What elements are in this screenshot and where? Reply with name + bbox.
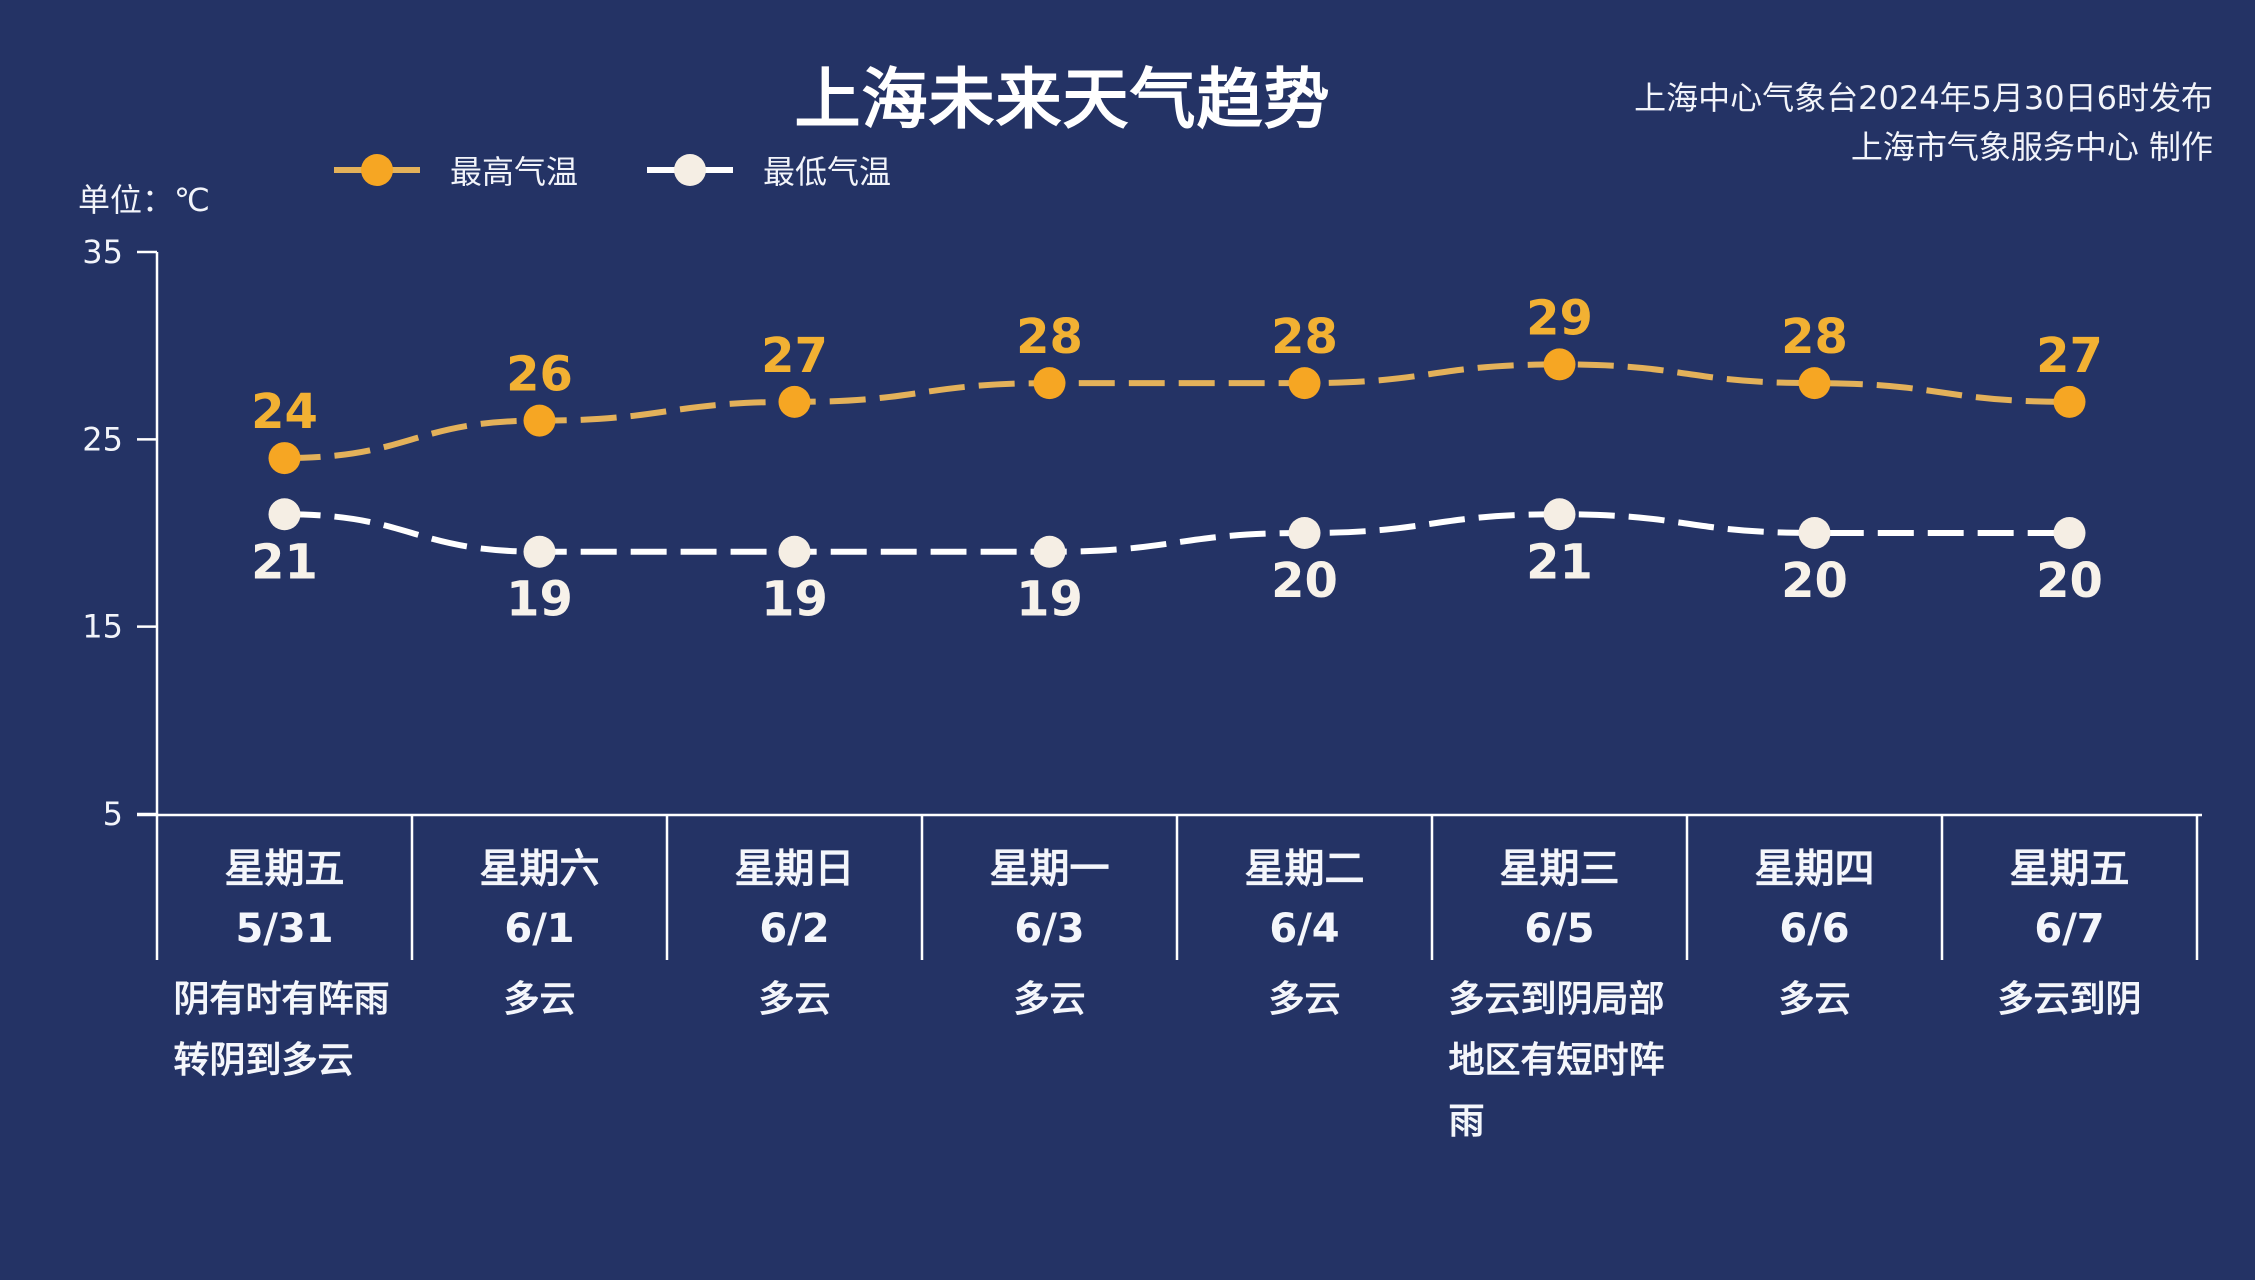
line-marker-icon <box>647 150 733 190</box>
high-temp-line <box>284 361 2070 462</box>
high-temp-marker <box>2053 385 2086 418</box>
chart-series <box>268 348 2086 568</box>
weather-description: 多云 <box>503 979 576 1020</box>
high-temp-marker <box>1798 367 1831 400</box>
high-temp-label: 27 <box>761 328 828 384</box>
source-line-producer: 上海市气象服务中心 制作 <box>1850 128 2213 166</box>
legend-item-low: 最低气温 <box>647 150 892 191</box>
high-temp-marker <box>1543 348 1576 381</box>
forecast-day-column: 星期四 6/6 多云 <box>1687 815 1942 1030</box>
data-labels: 24 26 27 28 28 29 28 27 21 19 19 19 20 21 20 20 <box>251 290 2103 627</box>
weather-description: 多云到阴 <box>1997 979 2142 1020</box>
date-label: 6/6 <box>1779 906 1850 952</box>
low-temp-line <box>284 511 2070 555</box>
weather-description: 多云 <box>758 979 831 1020</box>
y-tick-label: 25 <box>82 420 123 458</box>
weekday-label: 星期一 <box>989 846 1110 892</box>
high-temp-label: 27 <box>2036 328 2103 384</box>
high-temp-marker <box>523 404 556 437</box>
forecast-day-column: 星期二 6/4 多云 <box>1177 815 1432 1030</box>
weekday-label: 星期六 <box>479 846 600 892</box>
weekday-label: 星期五 <box>2009 846 2130 892</box>
low-temp-label: 20 <box>1781 553 1848 609</box>
high-temp-marker <box>268 442 301 475</box>
unit-label: 单位：℃ <box>78 181 210 219</box>
y-tick-label: 5 <box>103 795 123 833</box>
date-label: 6/7 <box>2034 906 2105 952</box>
high-temp-label: 28 <box>1781 309 1848 365</box>
high-temp-label: 28 <box>1016 309 1083 365</box>
high-temp-marker <box>778 385 811 418</box>
weekday-label: 星期四 <box>1754 846 1875 892</box>
forecast-day-column: 星期六 6/1 多云 <box>412 815 667 1030</box>
low-temp-label: 19 <box>1016 572 1083 628</box>
forecast-day-column: 星期日 6/2 多云 <box>667 815 922 1030</box>
forecast-day-column: 星期五 6/7 多云到阴 <box>1942 815 2197 1030</box>
forecast-day-column: 星期五 5/31 阴有时有阵雨转阴到多云 <box>157 815 412 1091</box>
date-label: 5/31 <box>235 906 334 952</box>
line-marker-icon <box>334 150 420 190</box>
low-temp-marker <box>268 498 301 531</box>
high-temp-marker <box>1033 367 1066 400</box>
legend-label: 最低气温 <box>763 153 892 191</box>
legend-label: 最高气温 <box>450 153 579 191</box>
legend-item-high: 最高气温 <box>334 150 579 191</box>
low-temp-marker <box>1798 517 1831 549</box>
low-temp-marker <box>1288 517 1321 549</box>
low-temp-marker <box>523 535 556 568</box>
y-tick-label: 15 <box>82 608 123 646</box>
low-temp-label: 19 <box>506 572 573 628</box>
date-label: 6/4 <box>1269 906 1340 952</box>
date-label: 6/5 <box>1524 906 1595 952</box>
weekday-label: 星期三 <box>1499 846 1620 892</box>
source-line-issuer: 上海中心气象台2024年5月30日6时发布 <box>1634 79 2213 117</box>
forecast-day-column: 星期三 6/5 多云到阴局部地区有短时阵雨 <box>1432 815 1687 1152</box>
weekday-label: 星期五 <box>224 846 345 892</box>
high-temp-label: 29 <box>1526 290 1593 346</box>
chart-axes: 5 15 25 35 <box>82 233 2202 960</box>
weekday-label: 星期日 <box>734 846 855 892</box>
high-temp-label: 26 <box>506 347 573 403</box>
low-temp-marker <box>1543 498 1576 531</box>
weather-description: 多云 <box>1013 979 1086 1020</box>
low-temp-label: 21 <box>1526 534 1593 590</box>
low-temp-marker <box>778 535 811 568</box>
weekday-label: 星期二 <box>1244 846 1365 892</box>
low-temp-label: 20 <box>1271 553 1338 609</box>
y-tick-label: 35 <box>82 233 123 271</box>
high-temp-label: 28 <box>1271 309 1338 365</box>
low-temp-label: 21 <box>251 534 318 590</box>
weather-description: 阴有时有阵雨转阴到多云 <box>173 979 390 1081</box>
high-temp-marker <box>1288 367 1321 400</box>
low-temp-marker <box>2053 517 2086 549</box>
low-temp-marker <box>1033 535 1066 568</box>
weather-description: 多云到阴局部地区有短时阵雨 <box>1448 979 1665 1142</box>
low-temp-label: 20 <box>2036 553 2103 609</box>
forecast-day-column: 星期一 6/3 多云 <box>922 815 1177 1030</box>
weather-description: 多云 <box>1268 979 1341 1020</box>
weather-description: 多云 <box>1778 979 1851 1020</box>
high-temp-label: 24 <box>251 384 318 440</box>
low-temp-label: 19 <box>761 572 828 628</box>
date-label: 6/1 <box>504 906 575 952</box>
date-label: 6/3 <box>1014 906 1085 952</box>
page-title: 上海未来天气趋势 <box>794 61 1331 138</box>
date-label: 6/2 <box>759 906 830 952</box>
